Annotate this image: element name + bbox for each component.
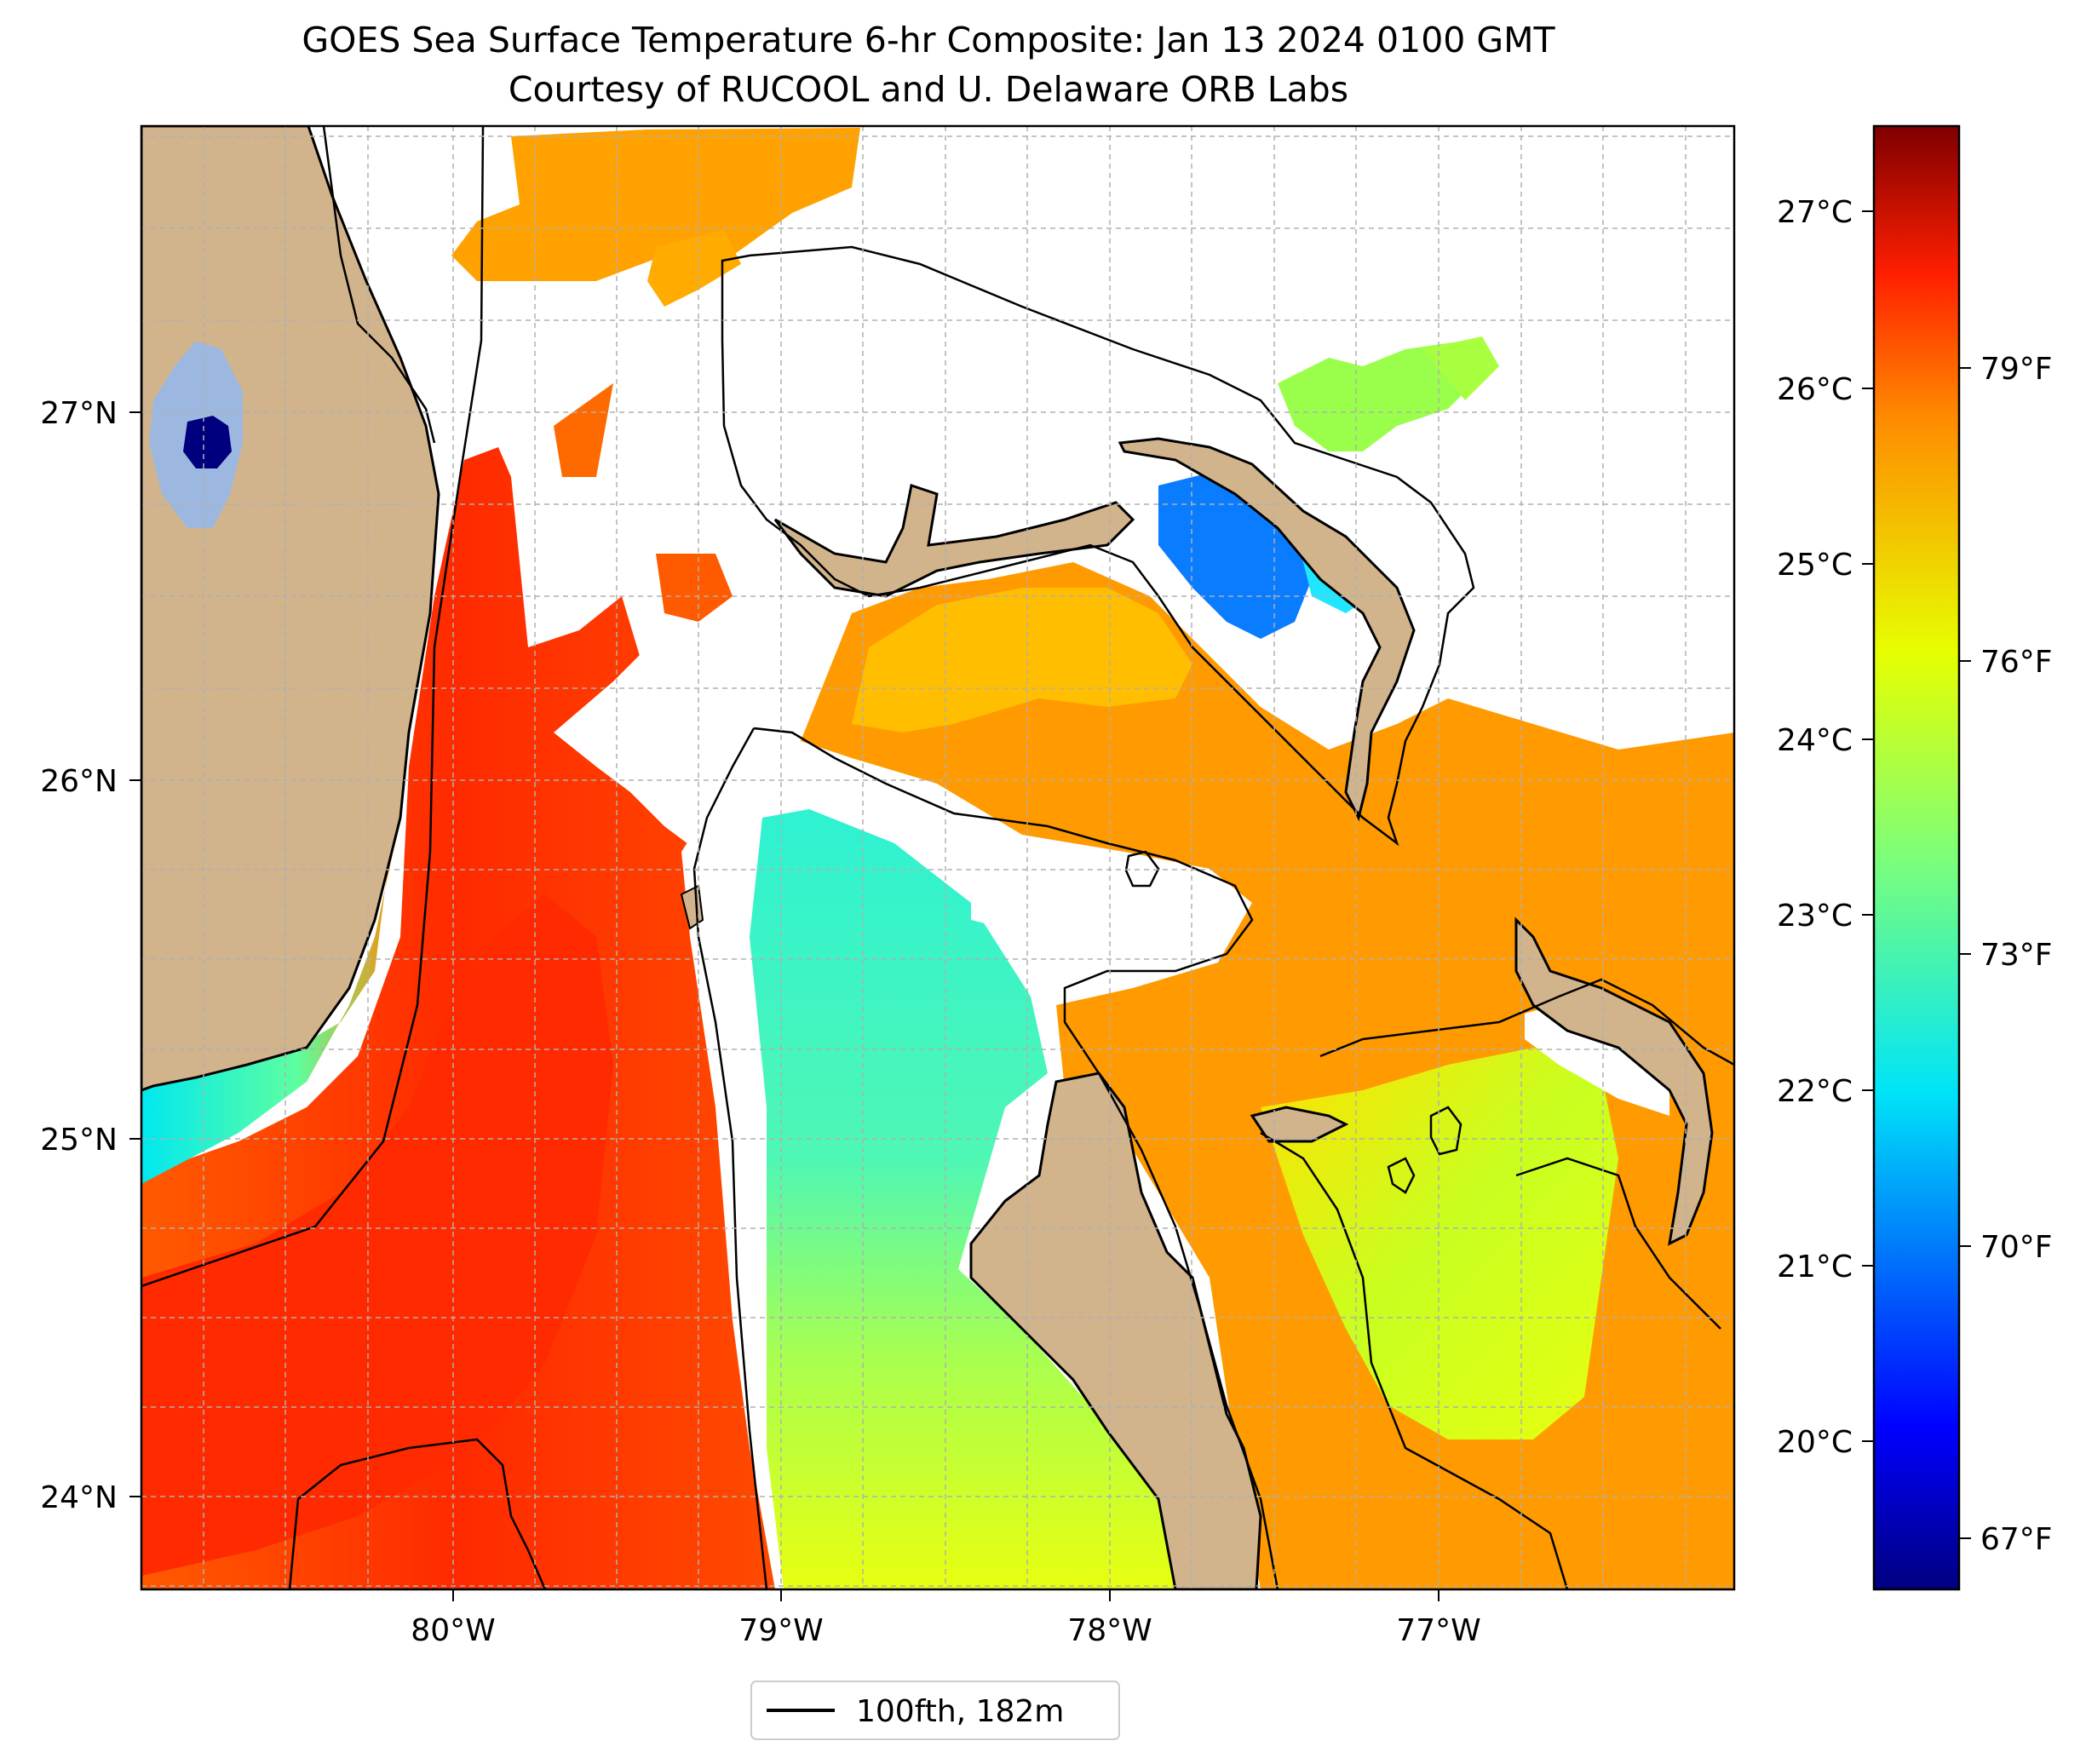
c-label-23: 23°C [1777, 899, 1853, 934]
sst-abaco-patch-2 [656, 554, 733, 622]
lat-label-26: 26°N [40, 764, 118, 799]
isobath-exuma-loop-2 [1387, 1157, 1416, 1194]
land-andros [969, 1072, 1262, 1589]
sst-florida-coastal-cool [141, 818, 400, 1184]
chart-title-line1: GOES Sea Surface Temperature 6-hr Compos… [302, 20, 1555, 60]
chart-title-line2: Courtesy of RUCOOL and U. Delaware ORB L… [509, 69, 1348, 110]
sst-field [141, 128, 1734, 1589]
colorbar-celsius-ticks [1862, 210, 1874, 1442]
sst-southwest-core [141, 894, 613, 1576]
f-label-70: 70°F [1980, 1230, 2053, 1265]
legend-label: 100fth, 182m [856, 1694, 1064, 1729]
c-label-22: 22°C [1777, 1074, 1853, 1109]
isobath-great-bahama-bank-north [753, 727, 1279, 1589]
axis-ticks [129, 411, 1440, 1601]
legend: 100fth, 182m [750, 1681, 1120, 1740]
land-masses [141, 126, 1714, 1589]
sst-north-patch-1 [451, 128, 860, 281]
colorbar-celsius-labels: 27°C 26°C 25°C 24°C 23°C 22°C 21°C 20°C [1777, 195, 1853, 1460]
sst-exuma-sound [1261, 1048, 1618, 1439]
lon-label-80: 80°W [411, 1613, 495, 1648]
f-label-67: 67°F [1980, 1522, 2053, 1557]
c-label-21: 21°C [1777, 1250, 1853, 1284]
f-label-73: 73°F [1980, 938, 2053, 973]
isobath-berry-loop [1124, 850, 1160, 888]
isobath-cay-sal [288, 1438, 547, 1589]
sst-north-patch-2 [647, 230, 741, 307]
isobath-florida-shelf [141, 126, 485, 1288]
c-label-27: 27°C [1777, 195, 1853, 230]
sst-little-bahama-bank [852, 588, 1192, 733]
lon-label-77: 77°W [1396, 1613, 1480, 1648]
colorbar-gradient [1872, 124, 1961, 1591]
sst-abaco-patch [554, 383, 613, 477]
isobath-florida-upper [322, 126, 436, 444]
colorbar-fahrenheit-labels: 79°F 76°F 73°F 70°F 67°F [1980, 352, 2053, 1557]
f-label-76: 76°F [1980, 645, 2053, 680]
sst-cool-tongue [750, 809, 1175, 1589]
land-new-providence [1250, 1106, 1349, 1143]
c-label-24: 24°C [1777, 723, 1853, 758]
colorbar-fahrenheit-ticks [1959, 367, 1971, 1539]
lat-label-24: 24°N [40, 1480, 118, 1515]
lake-okeechobee-deep [183, 416, 232, 468]
legend-box [750, 1681, 1120, 1740]
map-frame [140, 124, 1736, 1591]
lat-label-27: 27°N [40, 396, 118, 431]
no-data-region-2 [971, 869, 1158, 945]
gridlines [141, 126, 1734, 1589]
isobath-exuma-loop [1429, 1106, 1462, 1156]
c-label-25: 25°C [1777, 548, 1853, 583]
longitude-labels: 80°W 79°W 78°W 77°W [411, 1613, 1480, 1648]
sst-green-patch-2 [1422, 336, 1499, 400]
f-label-79: 79°F [1980, 352, 2053, 387]
c-label-26: 26°C [1777, 372, 1853, 407]
map-area [141, 126, 1734, 1589]
latitude-labels: 24°N 25°N 26°N 27°N [40, 396, 118, 1515]
colorbar: 27°C 26°C 25°C 24°C 23°C 22°C 21°C 20°C … [1777, 124, 2053, 1591]
lon-label-78: 78°W [1067, 1613, 1152, 1648]
land-eleuthera [1514, 916, 1714, 1246]
no-data-region-1 [554, 647, 750, 852]
lon-label-79: 79°W [738, 1613, 823, 1648]
sst-green-patch [1278, 341, 1482, 451]
isobath-little-bahama-bank [721, 245, 1475, 847]
isobath-contours [141, 126, 1734, 1589]
isobath-exuma [1319, 978, 1734, 1066]
lat-label-25: 25°N [40, 1123, 118, 1158]
land-abaco [1118, 437, 1416, 822]
isobath-tongue-of-ocean [1260, 1131, 1569, 1589]
isobath-exuma-sound [1515, 1157, 1721, 1330]
c-label-20: 20°C [1777, 1425, 1853, 1460]
isobath-bahama-bank-west [692, 727, 768, 1589]
